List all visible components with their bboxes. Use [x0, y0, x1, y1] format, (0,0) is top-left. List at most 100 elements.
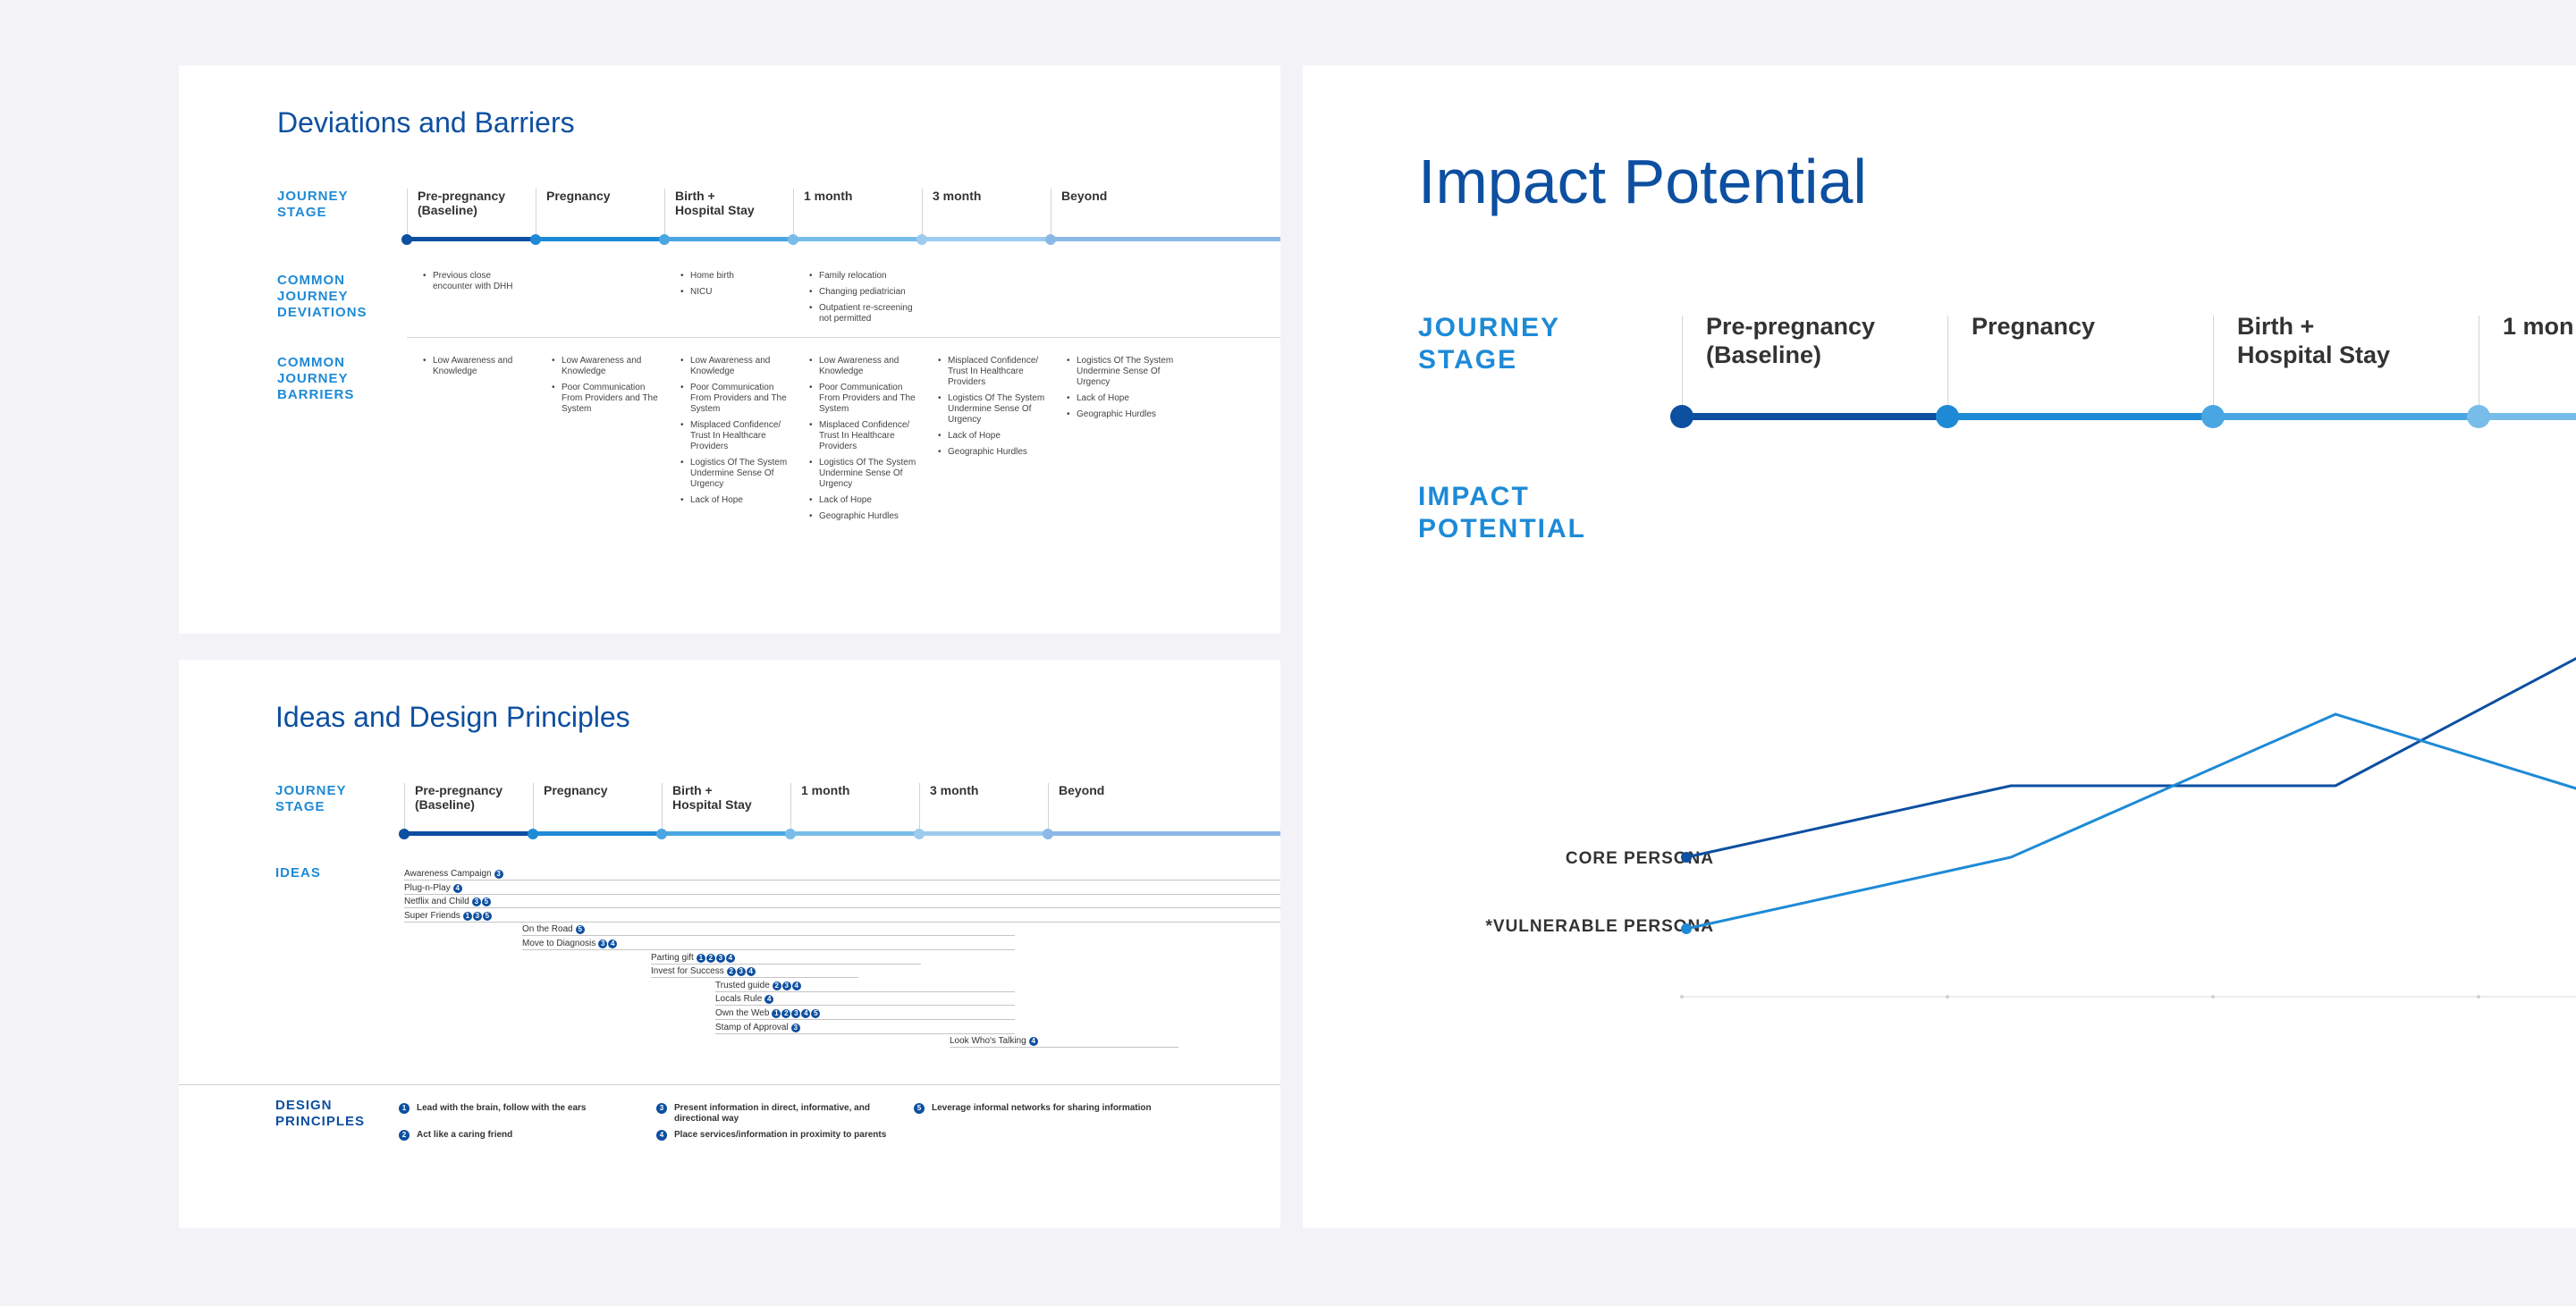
deviation-item: NICU [680, 287, 790, 298]
principle-number-badge: 3 [598, 939, 608, 948]
stage-dot [1045, 234, 1056, 245]
deviation-column: Home birth NICU [677, 271, 790, 303]
idea-item: Locals Rule 4 [715, 994, 774, 1005]
stage-dot [401, 234, 412, 245]
principle-number-badge: 5 [482, 911, 492, 921]
idea-name: Stamp of Approval [715, 1022, 789, 1032]
idea-span-line [522, 949, 1015, 950]
barrier-column: Low Awareness and Knowledge Poor Communic… [548, 356, 662, 420]
journey-stage-label: JOURNEY STAGE [275, 783, 347, 814]
stage-dot [914, 829, 925, 839]
stage-line-segment [533, 831, 662, 836]
ideas-label: IDEAS [275, 865, 321, 880]
impact-potential-label: IMPACT POTENTIAL [1418, 482, 1586, 543]
stage-line-segment [2479, 413, 2576, 420]
idea-name: Parting gift [651, 952, 694, 963]
stage-label: 3 month [930, 783, 979, 797]
stage-separator [1048, 783, 1049, 835]
idea-item: Invest for Success 2 3 4 [651, 966, 756, 977]
stage-dot [2201, 405, 2225, 428]
idea-item: Super Friends 1 3 5 [404, 911, 492, 922]
barrier-item: Low Awareness and Knowledge [680, 356, 790, 377]
deviation-item: Family relocation [809, 271, 919, 282]
stage-separator [2213, 316, 2214, 414]
x-axis-tick [1680, 995, 1684, 998]
stage-label: Birth + Hospital Stay [675, 189, 755, 217]
idea-span-line [522, 935, 1015, 937]
idea-span-line [404, 893, 1280, 895]
stage-dot [916, 234, 927, 245]
idea-span-line [651, 977, 858, 979]
idea-item: Trusted guide 2 3 4 [715, 981, 801, 991]
idea-name: Netflix and Child [404, 897, 469, 907]
principle-number-badge: 5 [811, 1009, 821, 1018]
barrier-item: Geographic Hurdles [938, 447, 1048, 458]
ideas-panel: Ideas and Design Principles JOURNEY STAG… [179, 660, 1280, 1228]
stage-label: Birth + Hospital Stay [2237, 313, 2391, 368]
principle-number-badge: 4 [452, 883, 462, 893]
idea-span-line [715, 990, 1015, 992]
divider [179, 1084, 1280, 1085]
principle-number-badge: 3 [715, 953, 725, 963]
idea-name: Own the Web [715, 1008, 770, 1018]
stage-line-segment [1682, 413, 1956, 420]
journey-stage-label: JOURNEY STAGE [277, 189, 349, 220]
deviations-label: COMMON JOURNEY DEVIATIONS [277, 273, 367, 321]
idea-item: Own the Web 1 2 3 4 5 [715, 1008, 821, 1019]
barrier-item: Misplaced Confidence/ Trust In Healthcar… [938, 356, 1048, 388]
stage-dot [656, 829, 667, 839]
stage-dot [1043, 829, 1053, 839]
idea-name: Move to Diagnosis [522, 939, 596, 948]
stage-line-segment [536, 237, 664, 241]
barrier-column: Logistics Of The System Undermine Sense … [1063, 356, 1177, 426]
principle-number-badge: 1 [772, 1009, 781, 1018]
principle-number-badge: 5 [481, 897, 491, 907]
deviations-label-text: COMMON JOURNEY DEVIATIONS [277, 273, 367, 320]
idea-name: Plug-n-Play [404, 882, 451, 893]
stage-label: Pre-pregnancy (Baseline) [415, 783, 503, 812]
principle-number-badge: 3 [494, 870, 503, 879]
idea-span-line [715, 1005, 1015, 1007]
barrier-item: Lack of Hope [680, 495, 790, 506]
idea-item: On the Road 5 [522, 924, 585, 935]
barrier-item: Poor Communication From Providers and Th… [680, 383, 790, 415]
stage-label: Pregnancy [1972, 313, 2096, 340]
stage-separator [790, 783, 791, 835]
deviations-panel: Deviations and Barriers JOURNEY STAGE Pr… [179, 65, 1280, 634]
stage-separator [533, 783, 534, 835]
principle-number-badge: 4 [746, 967, 756, 977]
stage-line-segment [2213, 413, 2487, 420]
barrier-item: Geographic Hurdles [809, 511, 919, 522]
principles-label: DESIGN PRINCIPLES [275, 1098, 366, 1129]
stage-separator [922, 189, 923, 240]
deviation-item: Changing pediatrician [809, 287, 919, 298]
deviations-title: Deviations and Barriers [277, 106, 575, 139]
idea-item: Parting gift 1 2 3 4 [651, 953, 735, 964]
principle-number-badge: 4 [1028, 1037, 1038, 1047]
design-principle: 4 Place services/information in proximity… [656, 1130, 898, 1141]
divider [407, 337, 1280, 338]
stage-separator [664, 189, 665, 240]
barrier-item: Low Awareness and Knowledge [809, 356, 919, 377]
barriers-label: COMMON JOURNEY BARRIERS [277, 355, 354, 403]
principle-number-badge: 3 [790, 1023, 800, 1032]
stage-separator [407, 189, 408, 240]
principle-number-badge: 4 [608, 939, 618, 948]
stage-dot [528, 829, 538, 839]
barrier-item: Lack of Hope [938, 431, 1048, 442]
principle-number-badge: 1 [462, 911, 472, 921]
series-label-core: CORE PERSONA [1565, 849, 1714, 868]
stage-separator [793, 189, 794, 240]
principle-text: Present information in direct, informati… [674, 1103, 870, 1124]
impact-title: Impact Potential [1418, 147, 1867, 216]
impact-panel: Impact Potential JOURNEY STAGE Pre-pregn… [1303, 65, 2576, 1228]
stage-line-segment [404, 831, 533, 836]
idea-span-line [715, 1019, 1015, 1020]
principle-number-badge: 2 [781, 1009, 791, 1018]
design-principle: 5 Leverage informal networks for sharing … [914, 1103, 1155, 1114]
barrier-item: Low Awareness and Knowledge [552, 356, 662, 377]
design-principle: 1 Lead with the brain, follow with the ea… [399, 1103, 640, 1114]
core-persona-start-point [1681, 852, 1692, 863]
principle-number-badge: 4 [791, 981, 801, 990]
stage-separator [662, 783, 663, 835]
